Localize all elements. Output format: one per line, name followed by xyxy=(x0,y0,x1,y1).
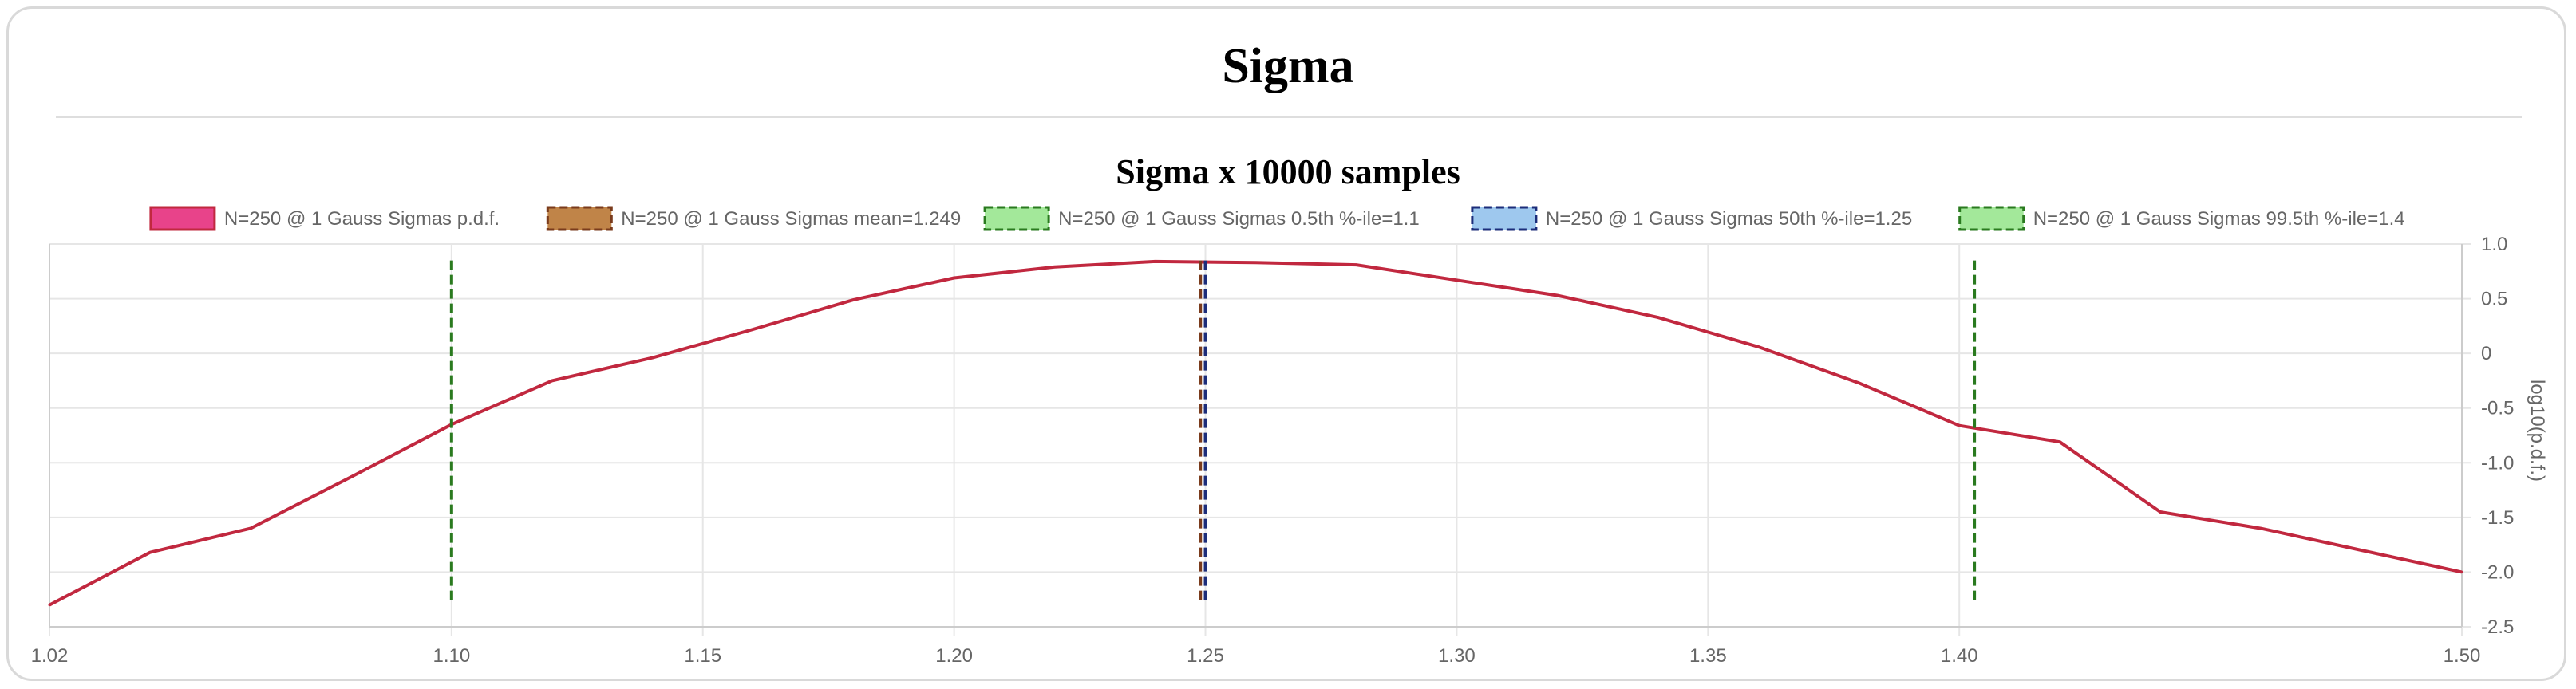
y-tick-label: -2.0 xyxy=(2481,561,2514,583)
y-tick-label: 0 xyxy=(2481,343,2491,364)
x-tick-label: 1.50 xyxy=(2444,645,2481,667)
page-title: Sigma xyxy=(1222,39,1354,93)
legend-label: N=250 @ 1 Gauss Sigmas 0.5th %-ile=1.1 xyxy=(1058,208,1420,230)
pdf-point xyxy=(249,527,252,530)
pdf-point xyxy=(48,604,51,607)
pdf-point xyxy=(1656,316,1659,319)
y-axis: 1.0 0.5 0 -0.5 -1.0 -1.5 -2.0 -2.5 xyxy=(2481,234,2514,638)
x-tick-label: 1.30 xyxy=(1438,645,1476,667)
pdf-point xyxy=(651,356,654,360)
legend-swatch xyxy=(149,206,216,231)
pdf-point xyxy=(1756,345,1760,348)
chart-title: Sigma x 10000 samples xyxy=(1116,152,1460,191)
y-tick-label: -1.5 xyxy=(2481,507,2514,529)
title-divider xyxy=(56,116,2522,118)
x-tick-label: 1.02 xyxy=(31,645,69,667)
plot-area xyxy=(48,259,2463,607)
y-tick-label: 1.0 xyxy=(2481,234,2507,255)
legend-label: N=250 @ 1 Gauss Sigmas mean=1.249 xyxy=(621,208,961,230)
y-tick-label: -2.5 xyxy=(2481,616,2514,638)
pdf-point xyxy=(1857,381,1860,384)
legend-swatch xyxy=(1958,206,2025,231)
pdf-point xyxy=(1555,293,1559,297)
pdf-point xyxy=(1958,424,1961,427)
chart-legend: N=250 @ 1 Gauss Sigmas p.d.f. N=250 @ 1 G… xyxy=(149,206,2405,231)
y-tick-label: -0.5 xyxy=(2481,398,2514,419)
pdf-point xyxy=(148,551,152,554)
pdf-point xyxy=(953,277,956,280)
pdf-point xyxy=(2259,527,2262,530)
x-tick-label: 1.15 xyxy=(684,645,721,667)
pdf-point xyxy=(1053,266,1057,269)
x-tick-label: 1.40 xyxy=(1941,645,1978,667)
pdf-point xyxy=(551,379,554,382)
x-axis: 1.02 1.10 1.15 1.20 1.25 1.30 1.35 1.40 1.50 xyxy=(31,645,2481,667)
pdf-point xyxy=(2460,570,2463,573)
x-tick-label: 1.20 xyxy=(935,645,973,667)
pdf-point xyxy=(1254,261,1257,264)
chart-card xyxy=(6,6,2566,681)
chart-grid xyxy=(49,243,2471,636)
legend-label: N=250 @ 1 Gauss Sigmas 99.5th %-ile=1.4 xyxy=(2033,208,2405,230)
legend-swatch xyxy=(1471,206,1538,231)
y-tick-label: 0.5 xyxy=(2481,289,2507,310)
legend-swatch xyxy=(546,206,613,231)
pdf-line xyxy=(49,259,2463,607)
legend-label: N=250 @ 1 Gauss Sigmas p.d.f. xyxy=(224,208,500,230)
pdf-point xyxy=(2058,440,2061,443)
pdf-point xyxy=(2360,549,2363,552)
x-tick-label: 1.10 xyxy=(433,645,470,667)
x-tick-label: 1.25 xyxy=(1187,645,1224,667)
y-tick-label: -1.0 xyxy=(2481,452,2514,474)
pdf-point xyxy=(350,475,353,478)
pdf-point xyxy=(1354,263,1357,266)
legend-label: N=250 @ 1 Gauss Sigmas 50th %-ile=1.25 xyxy=(1546,208,1912,230)
x-tick-label: 1.35 xyxy=(1689,645,1727,667)
pdf-point xyxy=(852,298,855,301)
legend-swatch xyxy=(983,206,1050,231)
pdf-point xyxy=(752,328,755,331)
pdf-point xyxy=(1455,278,1458,282)
pdf-point xyxy=(1154,260,1157,263)
y-axis-label: log10(p.d.f.) xyxy=(2527,380,2548,482)
pdf-point xyxy=(2159,510,2162,514)
